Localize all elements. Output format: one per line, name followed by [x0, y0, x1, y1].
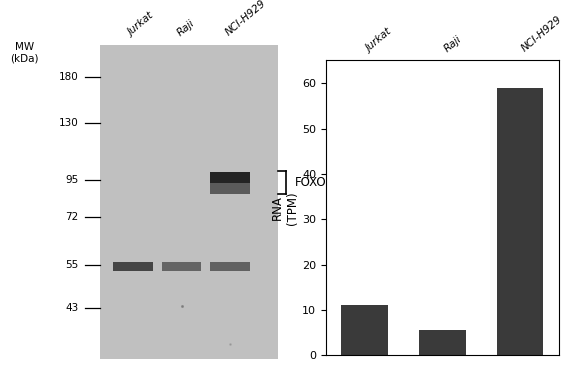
Text: 95: 95: [65, 175, 79, 184]
Text: FOXO3A: FOXO3A: [295, 176, 342, 189]
Bar: [210, 183, 250, 194]
Text: MW
(kDa): MW (kDa): [10, 42, 38, 63]
Text: Jurkat: Jurkat: [127, 11, 157, 38]
Bar: [100, 45, 278, 359]
Text: Raji: Raji: [175, 18, 197, 38]
Text: Raji: Raji: [442, 33, 464, 54]
Bar: [113, 262, 153, 271]
Text: 130: 130: [59, 118, 79, 128]
Bar: [162, 262, 201, 271]
Bar: [210, 172, 250, 183]
Text: NCI-H929: NCI-H929: [223, 0, 268, 38]
Text: 72: 72: [65, 212, 79, 222]
Bar: [496, 88, 543, 355]
Bar: [419, 330, 466, 355]
Y-axis label: RNA
(TPM): RNA (TPM): [271, 191, 299, 225]
Bar: [210, 262, 250, 271]
Text: 55: 55: [65, 260, 79, 270]
Text: NCI-H929: NCI-H929: [520, 14, 564, 54]
Text: Jurkat: Jurkat: [365, 26, 395, 54]
Text: 43: 43: [65, 303, 79, 313]
Text: 180: 180: [59, 73, 79, 82]
Bar: [342, 305, 388, 355]
